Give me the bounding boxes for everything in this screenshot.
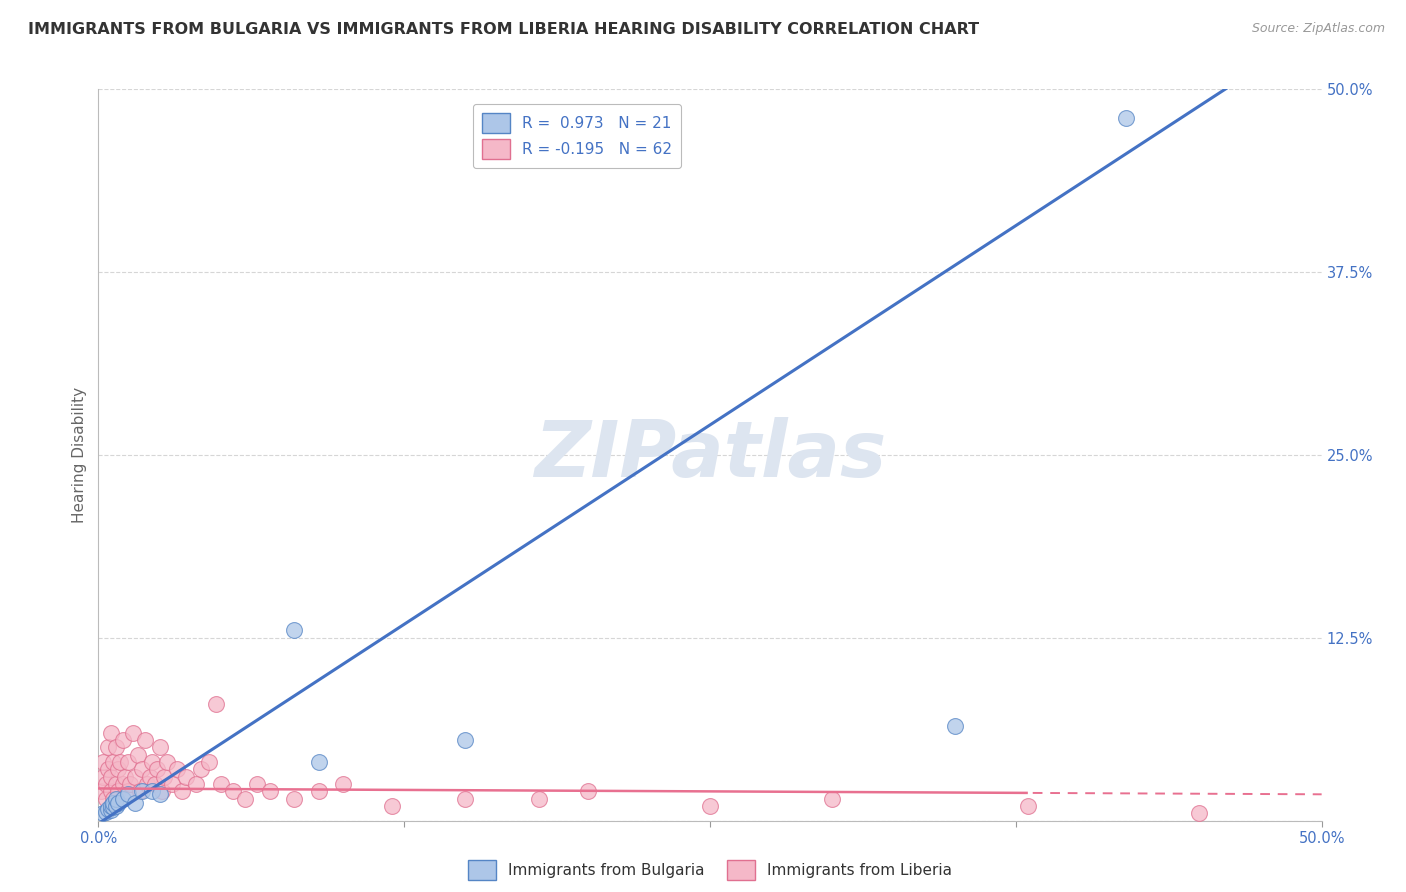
Point bbox=[104, 740, 127, 755]
Point bbox=[104, 791, 127, 805]
Point bbox=[259, 784, 281, 798]
Point bbox=[111, 791, 134, 805]
Point bbox=[117, 787, 139, 801]
Point bbox=[233, 791, 256, 805]
Point bbox=[100, 799, 122, 814]
Point bbox=[149, 740, 172, 755]
Text: IMMIGRANTS FROM BULGARIA VS IMMIGRANTS FROM LIBERIA HEARING DISABILITY CORRELATI: IMMIGRANTS FROM BULGARIA VS IMMIGRANTS F… bbox=[28, 22, 979, 37]
Point bbox=[111, 733, 134, 747]
Point bbox=[124, 796, 146, 810]
Point bbox=[527, 791, 550, 805]
Point bbox=[90, 784, 112, 798]
Point bbox=[127, 747, 149, 762]
Point bbox=[1017, 799, 1039, 814]
Point bbox=[100, 784, 122, 798]
Point bbox=[160, 777, 183, 791]
Point bbox=[205, 697, 228, 711]
Point bbox=[120, 777, 142, 791]
Point bbox=[136, 777, 159, 791]
Point bbox=[129, 784, 152, 798]
Point bbox=[146, 763, 169, 777]
Point bbox=[166, 763, 188, 777]
Point bbox=[100, 726, 122, 740]
Point bbox=[101, 755, 124, 769]
Point bbox=[1188, 806, 1211, 821]
Point bbox=[101, 800, 124, 814]
Point bbox=[176, 770, 198, 784]
Point bbox=[454, 733, 477, 747]
Point bbox=[94, 805, 117, 819]
Point bbox=[141, 755, 163, 769]
Point bbox=[101, 796, 124, 810]
Point bbox=[117, 755, 139, 769]
Point bbox=[332, 777, 354, 791]
Point bbox=[283, 791, 305, 805]
Point bbox=[143, 777, 166, 791]
Point bbox=[156, 755, 179, 769]
Point bbox=[91, 770, 114, 784]
Point bbox=[104, 799, 127, 814]
Point bbox=[197, 755, 219, 769]
Point bbox=[131, 763, 153, 777]
Text: ZIPatlas: ZIPatlas bbox=[534, 417, 886, 493]
Point bbox=[308, 755, 330, 769]
Point bbox=[91, 755, 114, 769]
Point bbox=[124, 770, 146, 784]
Point bbox=[821, 791, 844, 805]
Point bbox=[94, 791, 117, 805]
Point bbox=[94, 777, 117, 791]
Point bbox=[104, 777, 127, 791]
Point bbox=[111, 777, 134, 791]
Point bbox=[101, 791, 124, 805]
Point bbox=[149, 787, 172, 801]
Text: Source: ZipAtlas.com: Source: ZipAtlas.com bbox=[1251, 22, 1385, 36]
Legend: Immigrants from Bulgaria, Immigrants from Liberia: Immigrants from Bulgaria, Immigrants fro… bbox=[463, 855, 957, 886]
Point bbox=[131, 784, 153, 798]
Point bbox=[1115, 112, 1137, 126]
Point bbox=[114, 770, 136, 784]
Point bbox=[209, 777, 232, 791]
Point bbox=[97, 740, 120, 755]
Point bbox=[134, 733, 156, 747]
Point bbox=[141, 784, 163, 798]
Point bbox=[107, 784, 129, 798]
Point bbox=[121, 726, 143, 740]
Point bbox=[190, 763, 212, 777]
Point bbox=[454, 791, 477, 805]
Point bbox=[186, 777, 208, 791]
Point bbox=[153, 770, 176, 784]
Point bbox=[97, 763, 120, 777]
Point bbox=[91, 806, 114, 821]
Point bbox=[97, 802, 120, 816]
Point bbox=[170, 784, 193, 798]
Point bbox=[246, 777, 269, 791]
Point bbox=[381, 799, 404, 814]
Point bbox=[100, 770, 122, 784]
Point bbox=[699, 799, 721, 814]
Point bbox=[107, 763, 129, 777]
Point bbox=[222, 784, 245, 798]
Y-axis label: Hearing Disability: Hearing Disability bbox=[72, 387, 87, 523]
Point bbox=[100, 804, 122, 818]
Point bbox=[150, 784, 173, 798]
Point bbox=[943, 718, 966, 732]
Point bbox=[308, 784, 330, 798]
Point bbox=[283, 624, 305, 638]
Point bbox=[139, 770, 162, 784]
Point bbox=[107, 796, 129, 810]
Point bbox=[110, 755, 132, 769]
Point bbox=[576, 784, 599, 798]
Point bbox=[117, 784, 139, 798]
